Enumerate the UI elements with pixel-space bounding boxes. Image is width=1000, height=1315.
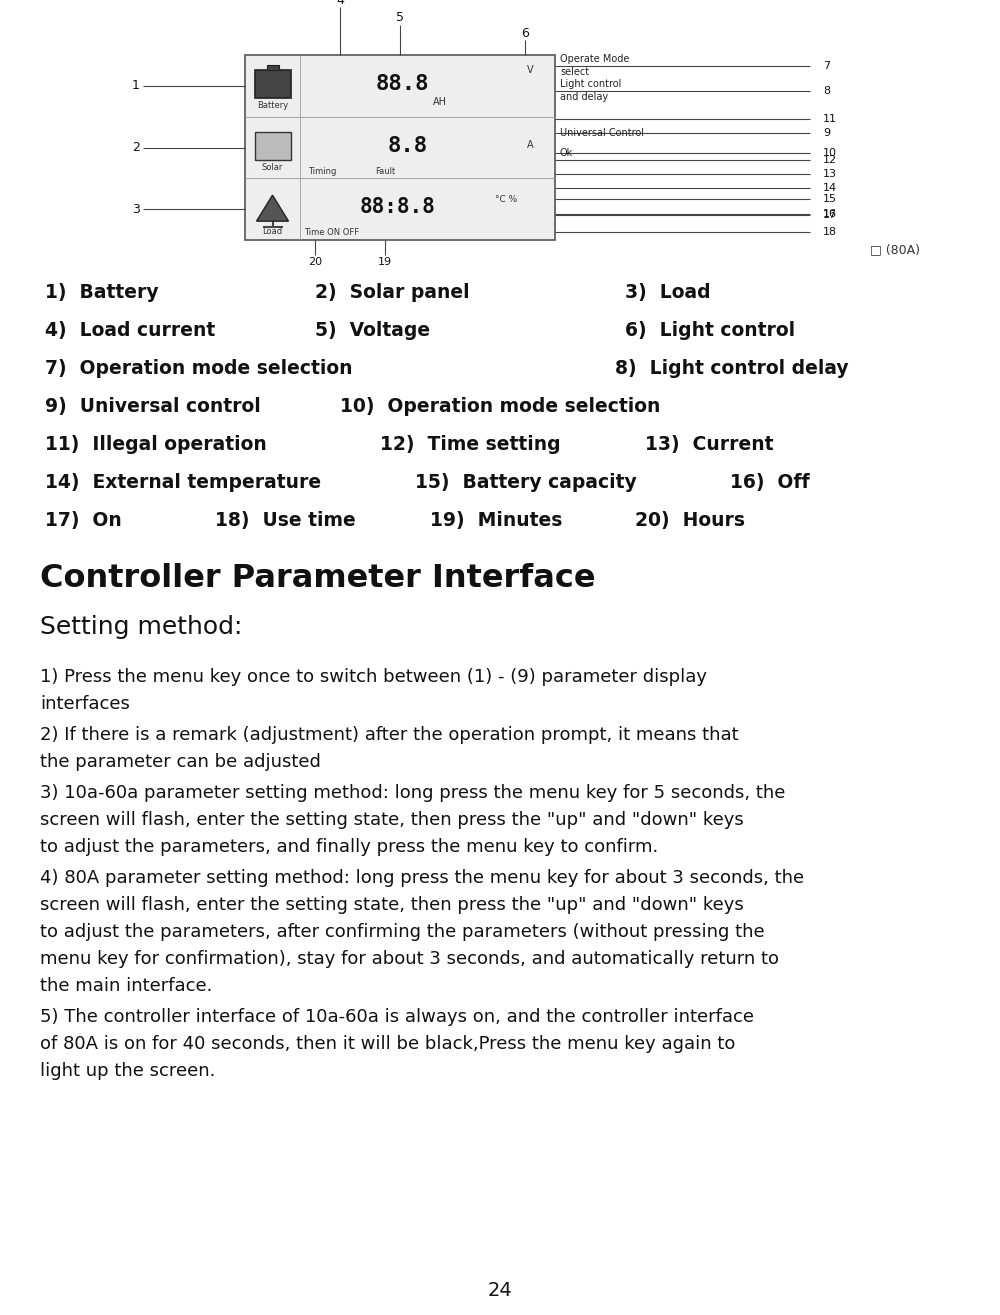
- Text: screen will flash, enter the setting state, then press the "up" and "down" keys: screen will flash, enter the setting sta…: [40, 811, 744, 828]
- Text: 3)  Load: 3) Load: [625, 283, 711, 301]
- Text: 1) Press the menu key once to switch between (1) - (9) parameter display: 1) Press the menu key once to switch bet…: [40, 668, 707, 686]
- Text: 15)  Battery capacity: 15) Battery capacity: [415, 472, 637, 492]
- Text: 12)  Time setting: 12) Time setting: [380, 434, 561, 454]
- Text: 14: 14: [823, 183, 837, 193]
- Text: 3: 3: [132, 203, 140, 216]
- Text: °C %: °C %: [495, 195, 517, 204]
- Text: Setting method:: Setting method:: [40, 615, 242, 639]
- Text: 17: 17: [823, 210, 837, 220]
- Text: Universal Control: Universal Control: [560, 128, 644, 138]
- Text: 11: 11: [823, 113, 837, 124]
- Text: Time ON OFF: Time ON OFF: [304, 227, 359, 237]
- Text: 18)  Use time: 18) Use time: [215, 510, 356, 530]
- Text: 20)  Hours: 20) Hours: [635, 510, 745, 530]
- Text: 15: 15: [823, 195, 837, 204]
- Text: 8)  Light control delay: 8) Light control delay: [615, 359, 849, 377]
- Text: 13)  Current: 13) Current: [645, 434, 774, 454]
- Text: 2) If there is a remark (adjustment) after the operation prompt, it means that: 2) If there is a remark (adjustment) aft…: [40, 726, 739, 744]
- Text: menu key for confirmation), stay for about 3 seconds, and automatically return t: menu key for confirmation), stay for abo…: [40, 949, 779, 968]
- Text: V: V: [527, 64, 534, 75]
- Text: Load: Load: [262, 226, 283, 235]
- Text: 6)  Light control: 6) Light control: [625, 321, 795, 339]
- Text: 16)  Off: 16) Off: [730, 472, 810, 492]
- Bar: [266, 64, 278, 70]
- Polygon shape: [256, 195, 288, 221]
- Text: to adjust the parameters, and finally press the menu key to confirm.: to adjust the parameters, and finally pr…: [40, 838, 658, 856]
- Text: 2: 2: [132, 141, 140, 154]
- Text: light up the screen.: light up the screen.: [40, 1063, 215, 1080]
- Text: 10: 10: [823, 147, 837, 158]
- Text: 5)  Voltage: 5) Voltage: [315, 321, 430, 339]
- Bar: [245, 55, 555, 241]
- Text: 10)  Operation mode selection: 10) Operation mode selection: [340, 397, 660, 416]
- Text: 11)  Illegal operation: 11) Illegal operation: [45, 434, 267, 454]
- Text: 7: 7: [823, 60, 830, 71]
- Text: 1: 1: [132, 79, 140, 92]
- Text: Operate Mode
select: Operate Mode select: [560, 54, 629, 78]
- Text: A: A: [527, 139, 534, 150]
- Text: 9)  Universal control: 9) Universal control: [45, 397, 261, 416]
- Text: 24: 24: [488, 1281, 512, 1299]
- Text: 12: 12: [823, 155, 837, 166]
- Text: screen will flash, enter the setting state, then press the "up" and "down" keys: screen will flash, enter the setting sta…: [40, 896, 744, 914]
- Text: 2)  Solar panel: 2) Solar panel: [315, 283, 470, 301]
- Text: 6: 6: [521, 26, 529, 39]
- Text: 4: 4: [336, 0, 344, 7]
- Text: 9: 9: [823, 128, 830, 138]
- Text: 8: 8: [823, 85, 830, 96]
- Text: □ (80A): □ (80A): [870, 243, 920, 256]
- Text: the parameter can be adjusted: the parameter can be adjusted: [40, 753, 321, 771]
- Text: the main interface.: the main interface.: [40, 977, 212, 995]
- Text: interfaces: interfaces: [40, 696, 130, 713]
- Text: 14)  External temperature: 14) External temperature: [45, 472, 321, 492]
- Text: 20: 20: [308, 256, 322, 267]
- Text: 1)  Battery: 1) Battery: [45, 283, 159, 301]
- Text: Solar: Solar: [262, 163, 283, 172]
- Text: to adjust the parameters, after confirming the parameters (without pressing the: to adjust the parameters, after confirmi…: [40, 923, 765, 942]
- Text: 5) The controller interface of 10a-60a is always on, and the controller interfac: 5) The controller interface of 10a-60a i…: [40, 1009, 754, 1026]
- Text: Battery: Battery: [257, 101, 288, 110]
- Text: 19: 19: [378, 256, 392, 267]
- Text: AH: AH: [432, 97, 446, 107]
- Text: 17)  On: 17) On: [45, 510, 122, 530]
- Text: Fault: Fault: [375, 167, 395, 176]
- Text: 3) 10a-60a parameter setting method: long press the menu key for 5 seconds, the: 3) 10a-60a parameter setting method: lon…: [40, 784, 785, 802]
- Text: 4) 80A parameter setting method: long press the menu key for about 3 seconds, th: 4) 80A parameter setting method: long pr…: [40, 869, 804, 888]
- Text: Ok: Ok: [560, 147, 573, 158]
- Bar: [254, 70, 290, 97]
- Text: 18: 18: [823, 227, 837, 237]
- Text: Light control
and delay: Light control and delay: [560, 79, 621, 103]
- Text: 5: 5: [396, 11, 404, 24]
- Text: 88.8: 88.8: [376, 74, 429, 93]
- Bar: [254, 132, 290, 159]
- Text: 16: 16: [823, 209, 837, 220]
- Text: 13: 13: [823, 170, 837, 179]
- Text: of 80A is on for 40 seconds, then it will be black,Press the menu key again to: of 80A is on for 40 seconds, then it wil…: [40, 1035, 735, 1053]
- Text: 88:8.8: 88:8.8: [360, 197, 435, 217]
- Text: 7)  Operation mode selection: 7) Operation mode selection: [45, 359, 352, 377]
- Text: 8.8: 8.8: [387, 135, 428, 155]
- Text: Controller Parameter Interface: Controller Parameter Interface: [40, 563, 596, 593]
- Text: 19)  Minutes: 19) Minutes: [430, 510, 562, 530]
- Text: Timing: Timing: [308, 167, 336, 176]
- Text: 4)  Load current: 4) Load current: [45, 321, 215, 339]
